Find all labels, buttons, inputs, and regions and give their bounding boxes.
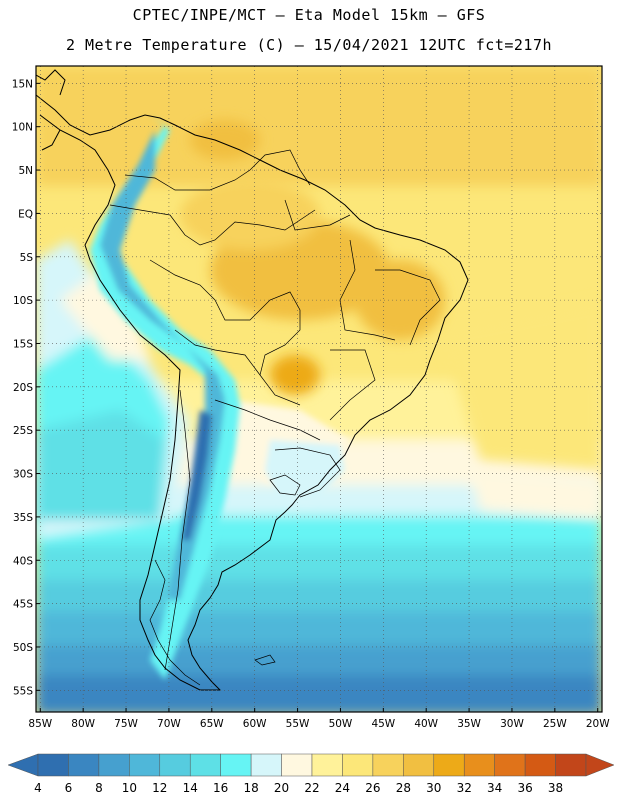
temperature-field [36, 66, 602, 712]
lat-tick-label: 40S [13, 555, 33, 567]
lon-tick-label: 60W [243, 718, 267, 730]
colorbar-label: 24 [335, 781, 350, 795]
colorbar-label: 6 [65, 781, 73, 795]
colorbar-swatch [220, 753, 252, 777]
lat-tick-label: 10N [12, 122, 33, 134]
colorbar-label: 34 [487, 781, 502, 795]
colorbar-arrow-high [585, 753, 615, 777]
colorbar-label: 8 [95, 781, 103, 795]
colorbar-swatch [372, 753, 404, 777]
lon-tick-label: 70W [157, 718, 181, 730]
lat-tick-label: EQ [18, 208, 33, 220]
colorbar-label: 18 [243, 781, 258, 795]
colorbar-arrow-low [7, 753, 39, 777]
lat-tick-label: 35S [13, 512, 33, 524]
longitude-axis: 85W 80W 75W 70W 65W 60W 55W 50W 45W 40W 35W 30W 25W 2… [28, 708, 610, 730]
lat-tick-label: 20S [13, 382, 33, 394]
lon-tick-label: 50W [329, 718, 353, 730]
map-border [35, 65, 603, 713]
lat-tick-label: 45S [13, 599, 33, 611]
lon-tick-label: 25W [543, 718, 567, 730]
colorbar-label: 30 [426, 781, 441, 795]
colorbar-swatch [524, 753, 556, 777]
colorbar-swatch [281, 753, 313, 777]
colorbar-legend: 4 6 8 10 12 14 16 18 20 22 24 26 28 30 32 34 36 38 [7, 753, 615, 795]
lon-tick-label: 75W [114, 718, 138, 730]
lat-tick-label: 5N [18, 165, 33, 177]
lat-tick-label: 10S [13, 295, 33, 307]
lat-tick-label: 50S [13, 642, 33, 654]
coastline [36, 69, 469, 691]
colorbar-label: 26 [365, 781, 380, 795]
colorbar-label: 10 [122, 781, 137, 795]
lat-tick-label: 55S [13, 685, 33, 697]
colorbar-swatch [250, 753, 282, 777]
colorbar-label: 16 [213, 781, 228, 795]
colorbar-swatch [433, 753, 465, 777]
colorbar-swatch [403, 753, 435, 777]
lat-tick-label: 15S [13, 338, 33, 350]
colorbar-swatch [68, 753, 100, 777]
colorbar-swatches [7, 753, 615, 777]
colorbar-labels: 4 6 8 10 12 14 16 18 20 22 24 26 28 30 32 34 36 38 [34, 781, 563, 795]
colorbar-swatch [189, 753, 221, 777]
colorbar-swatch [555, 753, 587, 777]
colorbar-swatch [494, 753, 526, 777]
colorbar-swatch [98, 753, 130, 777]
latitude-axis: 15N 10N 5N EQ 5S 10S 15S 20S 25S 30S 35S 40S 45S 50S 5… [12, 78, 40, 697]
lon-tick-label: 35W [457, 718, 481, 730]
colorbar-swatch [159, 753, 191, 777]
lon-tick-label: 20W [586, 718, 610, 730]
lon-tick-label: 40W [414, 718, 438, 730]
map-title-line-1: CPTEC/INPE/MCT – Eta Model 15km – GFS [132, 6, 486, 24]
colorbar-label: 4 [34, 781, 42, 795]
colorbar-swatch [311, 753, 343, 777]
lon-tick-label: 85W [28, 718, 52, 730]
colorbar-label: 12 [152, 781, 167, 795]
colorbar-label: 14 [183, 781, 198, 795]
lat-tick-label: 25S [13, 425, 33, 437]
lat-tick-label: 30S [13, 469, 33, 481]
colorbar-label: 32 [457, 781, 472, 795]
lon-tick-label: 65W [200, 718, 224, 730]
colorbar-label: 22 [304, 781, 319, 795]
colorbar-label: 38 [548, 781, 563, 795]
lat-tick-label: 15N [12, 78, 33, 90]
colorbar-label: 36 [517, 781, 532, 795]
lon-tick-label: 30W [500, 718, 524, 730]
temperature-map: 15N 10N 5N EQ 5S 10S 15S 20S 25S 30S 35S 40S 45S 50S 5… [12, 65, 610, 730]
lat-tick-label: 5S [20, 252, 34, 264]
lon-tick-label: 80W [71, 718, 95, 730]
colorbar-swatch [37, 753, 69, 777]
lon-tick-label: 45W [371, 718, 395, 730]
colorbar-swatch [463, 753, 495, 777]
colorbar-swatch [129, 753, 161, 777]
colorbar-swatch [342, 753, 374, 777]
colorbar-label: 20 [274, 781, 289, 795]
colorbar-label: 28 [396, 781, 411, 795]
map-title-line-2: 2 Metre Temperature (C) – 15/04/2021 12U… [65, 36, 553, 54]
lon-tick-label: 55W [286, 718, 310, 730]
